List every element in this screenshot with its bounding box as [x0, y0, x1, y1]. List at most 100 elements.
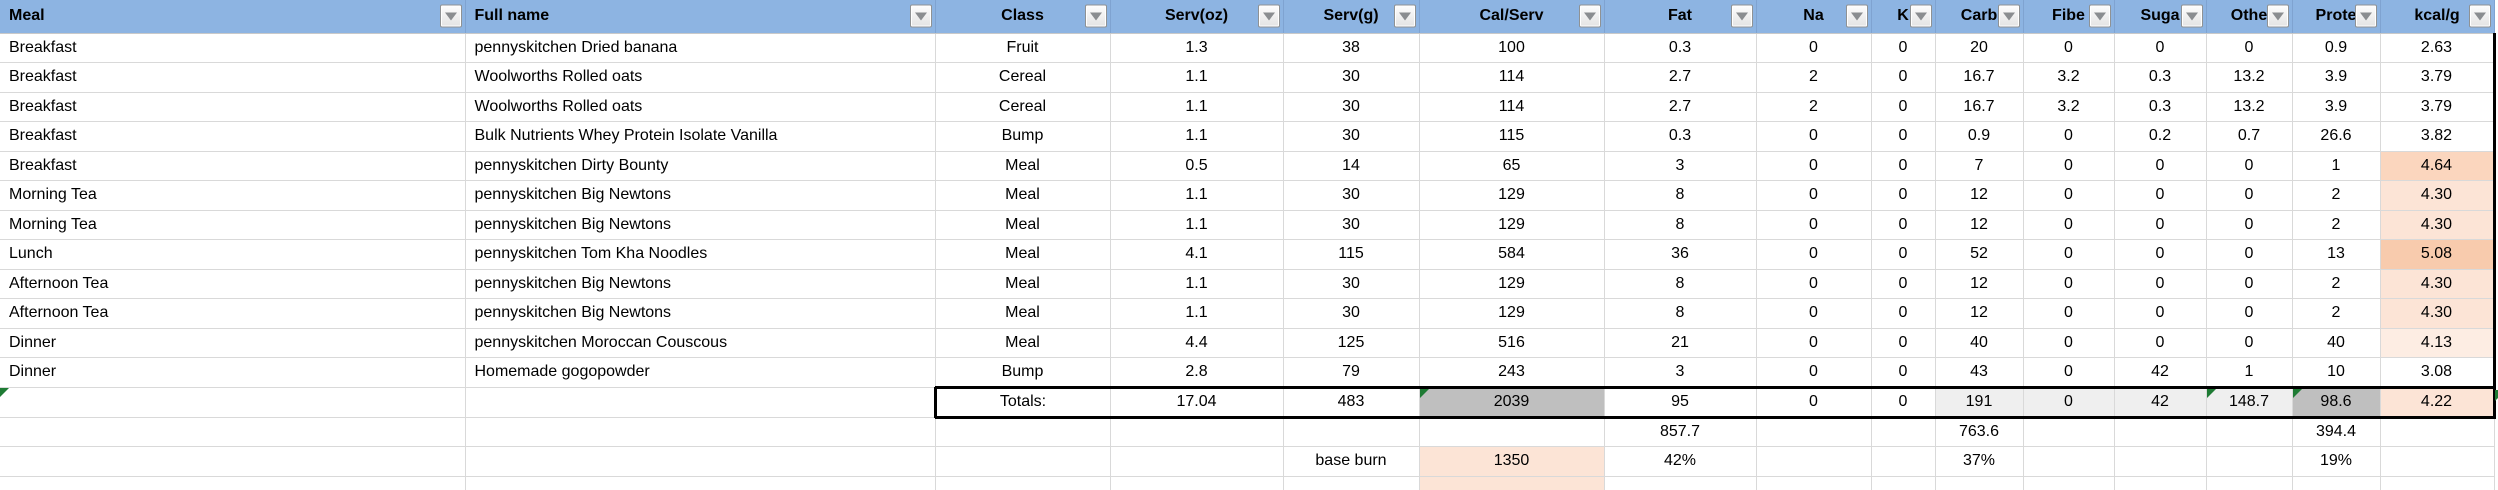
cell-protein[interactable]: 98.6	[2292, 385, 2381, 419]
cell-class[interactable]: Meal	[935, 151, 1111, 181]
cell-fat[interactable]: 0.3	[1604, 33, 1757, 63]
cell-na[interactable]: 0	[1756, 33, 1872, 63]
filter-button[interactable]	[1909, 4, 1932, 28]
cell-k[interactable]: 0	[1871, 62, 1936, 93]
cell-k[interactable]: 0	[1871, 92, 1936, 122]
column-header-serv-g[interactable]: Serv(g)	[1283, 0, 1420, 34]
cell-cal-serv[interactable]: 516	[1419, 328, 1605, 358]
cell-sugar[interactable]: 0.3	[2114, 92, 2207, 122]
cell-class[interactable]	[935, 446, 1111, 477]
cell-serv-g[interactable]: 79	[1283, 357, 1420, 388]
cell-na[interactable]: 0	[1756, 151, 1872, 181]
cell-fiber[interactable]: 0	[2023, 328, 2115, 358]
cell-carb[interactable]: 763.6	[1935, 417, 2024, 447]
cell-cal-serv[interactable]: 584	[1419, 239, 1605, 270]
cell-class[interactable]: Meal	[935, 269, 1111, 299]
cell-other[interactable]	[2206, 476, 2293, 490]
cell-full-name[interactable]: pennyskitchen Dried banana	[465, 33, 936, 63]
cell-k[interactable]: 0	[1871, 151, 1936, 181]
cell-serv-oz[interactable]: 4.4	[1110, 328, 1284, 358]
cell-fat[interactable]: 8	[1604, 180, 1757, 211]
cell-na[interactable]	[1756, 417, 1872, 447]
cell-class[interactable]: Fruit	[935, 33, 1111, 63]
cell-meal[interactable]	[0, 446, 466, 477]
cell-other[interactable]: 0	[2206, 298, 2293, 329]
cell-cal-serv[interactable]: 65	[1419, 151, 1605, 181]
cell-other[interactable]	[2206, 446, 2293, 477]
cell-fiber[interactable]: 0	[2023, 151, 2115, 181]
cell-protein[interactable]: 1	[2292, 151, 2381, 181]
cell-meal[interactable]: Afternoon Tea	[0, 269, 466, 299]
cell-carb[interactable]: 43	[1935, 357, 2024, 388]
cell-carb[interactable]: 16.7	[1935, 62, 2024, 93]
filter-button[interactable]	[1997, 4, 2020, 28]
cell-serv-oz[interactable]	[1110, 446, 1284, 477]
cell-serv-oz[interactable]	[1110, 476, 1284, 490]
cell-kcal-g[interactable]: 3.79	[2380, 92, 2496, 122]
cell-serv-g[interactable]: 125	[1283, 328, 1420, 358]
cell-serv-oz[interactable]: 1.1	[1110, 180, 1284, 211]
cell-carb[interactable]: 40	[1935, 328, 2024, 358]
cell-cal-serv[interactable]: 243	[1419, 357, 1605, 388]
cell-full-name[interactable]: Woolworths Rolled oats	[465, 62, 936, 93]
cell-serv-g[interactable]: 30	[1283, 210, 1420, 240]
cell-serv-g[interactable]: 30	[1283, 62, 1420, 93]
cell-kcal-g[interactable]: 3.82	[2380, 121, 2496, 152]
cell-na[interactable]: 0	[1756, 210, 1872, 240]
cell-fiber[interactable]: 0	[2023, 269, 2115, 299]
cell-class[interactable]	[935, 417, 1111, 447]
cell-full-name[interactable]: pennyskitchen Tom Kha Noodles	[465, 239, 936, 270]
cell-class[interactable]: Cereal	[935, 92, 1111, 122]
cell-cal-serv[interactable]: 114	[1419, 62, 1605, 93]
cell-class[interactable]	[935, 476, 1111, 490]
filter-button[interactable]	[909, 4, 932, 28]
column-header-sugar[interactable]: Suga	[2114, 0, 2207, 34]
cell-serv-g[interactable]: base burn	[1283, 446, 1420, 477]
cell-protein[interactable]: 10	[2292, 357, 2381, 388]
cell-k[interactable]: 0	[1871, 180, 1936, 211]
cell-full-name[interactable]	[465, 476, 936, 490]
filter-button[interactable]	[1257, 4, 1280, 28]
cell-sugar[interactable]	[2114, 476, 2207, 490]
cell-serv-g[interactable]: 30	[1283, 180, 1420, 211]
cell-class[interactable]: Meal	[935, 180, 1111, 211]
cell-na[interactable]: 2	[1756, 92, 1872, 122]
cell-meal[interactable]: Breakfast	[0, 33, 466, 63]
cell-kcal-g[interactable]: 4.13	[2380, 328, 2496, 358]
cell-protein[interactable]: 2	[2292, 298, 2381, 329]
cell-kcal-g[interactable]: 2.63	[2380, 33, 2496, 63]
cell-cal-serv[interactable]: 129	[1419, 269, 1605, 299]
cell-carb[interactable]: 16.7	[1935, 92, 2024, 122]
cell-serv-g[interactable]	[1283, 417, 1420, 447]
cell-sugar[interactable]: 0.2	[2114, 121, 2207, 152]
cell-fiber[interactable]: 0	[2023, 180, 2115, 211]
cell-meal[interactable]: Breakfast	[0, 151, 466, 181]
cell-sugar[interactable]: 42	[2114, 385, 2207, 419]
cell-serv-g[interactable]: 483	[1283, 385, 1420, 419]
cell-full-name[interactable]: Woolworths Rolled oats	[465, 92, 936, 122]
cell-fiber[interactable]: 0	[2023, 298, 2115, 329]
cell-fiber[interactable]: 0	[2023, 210, 2115, 240]
cell-fat[interactable]: 857.7	[1604, 417, 1757, 447]
filter-button[interactable]	[2180, 4, 2203, 28]
cell-meal[interactable]: Breakfast	[0, 121, 466, 152]
cell-fat[interactable]: 21	[1604, 328, 1757, 358]
cell-carb[interactable]: 37%	[1935, 446, 2024, 477]
cell-other[interactable]	[2206, 417, 2293, 447]
cell-na[interactable]: 0	[1756, 121, 1872, 152]
filter-button[interactable]	[1845, 4, 1868, 28]
cell-full-name[interactable]	[465, 417, 936, 447]
cell-cal-serv[interactable]: 100	[1419, 33, 1605, 63]
cell-sugar[interactable]: 0	[2114, 151, 2207, 181]
column-header-carb[interactable]: Carb	[1935, 0, 2024, 34]
cell-cal-serv[interactable]: 2039	[1419, 385, 1605, 419]
cell-k[interactable]	[1871, 446, 1936, 477]
cell-class[interactable]: Meal	[935, 298, 1111, 329]
cell-serv-oz[interactable]: 2.8	[1110, 357, 1284, 388]
cell-fat[interactable]: 95	[1604, 385, 1757, 419]
cell-other[interactable]: 0	[2206, 239, 2293, 270]
cell-full-name[interactable]	[465, 386, 936, 418]
cell-meal[interactable]: Breakfast	[0, 92, 466, 122]
cell-fiber[interactable]: 0	[2023, 357, 2115, 388]
cell-other[interactable]: 0	[2206, 328, 2293, 358]
